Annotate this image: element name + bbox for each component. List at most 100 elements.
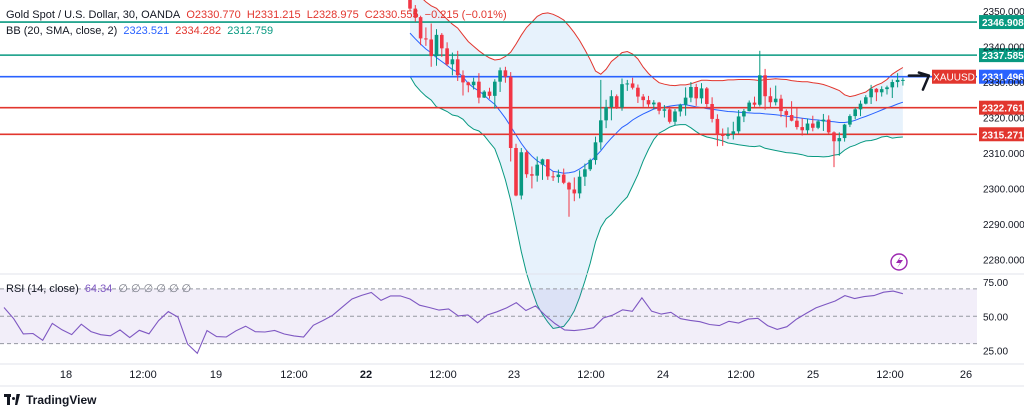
footer-brand[interactable]: TradingView bbox=[4, 393, 96, 407]
candle-body bbox=[588, 160, 592, 170]
candle-body bbox=[482, 91, 486, 98]
symbol-title[interactable]: Gold Spot / U.S. Dollar, 30, OANDA bbox=[6, 9, 181, 21]
candle-body bbox=[731, 131, 736, 135]
price-tick-label: 2310.000 bbox=[983, 149, 1024, 160]
candle-body bbox=[625, 83, 630, 85]
candle-body bbox=[593, 142, 598, 161]
candle-body bbox=[614, 96, 619, 108]
candle-body bbox=[832, 132, 836, 142]
candle-body bbox=[858, 103, 863, 110]
candle-body bbox=[424, 38, 428, 40]
brand-name: TradingView bbox=[26, 393, 97, 407]
rsi-label[interactable]: RSI (14, close) bbox=[6, 283, 79, 295]
candle-body bbox=[747, 102, 751, 112]
time-tick-label: 12:00 bbox=[727, 369, 755, 381]
candle-body bbox=[689, 86, 693, 98]
time-tick-label: 22 bbox=[360, 369, 372, 381]
rsi-tick-label: 50.00 bbox=[983, 312, 1008, 323]
candle-body bbox=[418, 17, 423, 39]
ohlc-low: L2328.975 bbox=[306, 9, 359, 21]
candle-body bbox=[736, 116, 741, 132]
horizontal-levels[interactable]: 2346.908 2337.585 2331.496 2322.761 2315.271 bbox=[0, 15, 1024, 142]
candle-body bbox=[726, 134, 730, 136]
candle-body bbox=[450, 59, 455, 65]
candle-body bbox=[811, 123, 815, 128]
candle-body bbox=[609, 96, 614, 108]
candle-body bbox=[498, 70, 502, 82]
candle-body bbox=[429, 39, 433, 57]
candle-body bbox=[652, 102, 656, 105]
level-price-tag bbox=[979, 100, 1024, 115]
level-price-tag bbox=[979, 48, 1024, 63]
candle-body bbox=[678, 104, 683, 112]
candle-body bbox=[848, 116, 852, 125]
lightning-icon-bolt bbox=[896, 256, 903, 268]
candle-body bbox=[821, 119, 826, 122]
candle-body bbox=[514, 147, 518, 196]
bb-lower-value: 2312.759 bbox=[227, 25, 274, 37]
candle-body bbox=[620, 84, 624, 108]
level-price-label: 2337.585 bbox=[982, 51, 1024, 62]
candle-body bbox=[705, 88, 709, 105]
candle-body bbox=[795, 120, 799, 128]
tradingview-logo-icon bbox=[4, 394, 22, 406]
candle-body bbox=[599, 120, 603, 143]
candle-body bbox=[493, 81, 497, 96]
candle-body bbox=[572, 189, 577, 194]
candle-body bbox=[530, 174, 534, 176]
axes: 2280.000 2290.000 2300.000 2310.000 2320.000… bbox=[0, 7, 1024, 387]
candle-body bbox=[683, 97, 688, 105]
rsi-line bbox=[3, 290, 904, 355]
candle-body bbox=[826, 119, 831, 133]
candle-body bbox=[763, 75, 767, 97]
candle-body bbox=[699, 88, 704, 99]
candle-body bbox=[604, 107, 608, 121]
candle-body bbox=[466, 82, 471, 86]
bb-lower-line bbox=[409, 76, 903, 330]
candle-body bbox=[890, 82, 895, 88]
candle-body bbox=[471, 81, 476, 86]
candle-body bbox=[477, 81, 481, 98]
candle-body bbox=[487, 91, 492, 96]
rsi-value: 64.34 bbox=[84, 283, 113, 295]
level-price-label: 2346.908 bbox=[982, 18, 1024, 29]
candlesticks bbox=[408, 0, 905, 217]
candle-body bbox=[535, 164, 539, 176]
candle-body bbox=[864, 97, 868, 104]
candle-body bbox=[630, 83, 635, 88]
bollinger-band-lines bbox=[409, 0, 904, 330]
candle-body bbox=[434, 34, 439, 57]
candle-body bbox=[636, 87, 640, 97]
price-change: −0.215 (−0.01%) bbox=[424, 9, 507, 21]
candle-body bbox=[508, 76, 513, 148]
candle-body bbox=[408, 0, 412, 9]
ohlc-high: H2331.215 bbox=[246, 9, 301, 21]
candle-body bbox=[646, 100, 651, 105]
price-tick-label: 2340.000 bbox=[983, 43, 1024, 54]
candle-body bbox=[842, 124, 847, 139]
candle-body bbox=[895, 79, 900, 83]
candle-body bbox=[641, 96, 645, 101]
time-tick-label: 12:00 bbox=[429, 369, 457, 381]
candle-body bbox=[662, 109, 667, 111]
symbol-tag bbox=[932, 69, 976, 84]
rsi-extra-values: ∅ ∅ ∅ ∅ ∅ ∅ bbox=[118, 283, 192, 295]
bb-upper-line bbox=[423, 0, 904, 98]
time-tick-label: 24 bbox=[657, 369, 669, 381]
annotations[interactable]: XAUUSD bbox=[890, 69, 976, 271]
bollinger-band-fill bbox=[410, 0, 903, 329]
candle-body bbox=[742, 111, 746, 117]
time-tick-label: 12:00 bbox=[129, 369, 157, 381]
candle-body bbox=[455, 59, 460, 76]
price-tick-label: 2320.000 bbox=[983, 113, 1024, 124]
candle-body bbox=[673, 111, 677, 122]
symbol-legend: Gold Spot / U.S. Dollar, 30, OANDA O2330… bbox=[6, 8, 510, 22]
time-tick-label: 18 bbox=[60, 369, 72, 381]
candle-body bbox=[805, 123, 810, 131]
arrow-right-up-icon bbox=[907, 71, 931, 91]
candle-body bbox=[720, 134, 725, 136]
candle-body bbox=[461, 75, 465, 83]
bb-label[interactable]: BB (20, SMA, close, 2) bbox=[6, 25, 118, 37]
candle-body bbox=[445, 48, 449, 65]
